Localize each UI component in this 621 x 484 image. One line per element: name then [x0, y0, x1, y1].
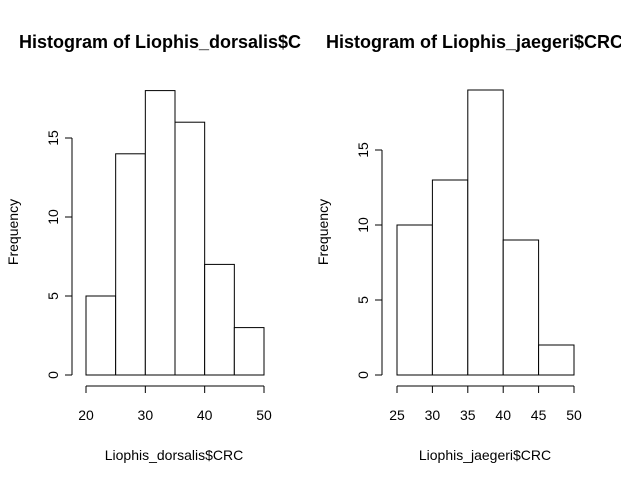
jaegeri-bar: [396, 224, 433, 376]
dorsalis-y-axis: 0 5 10 15: [45, 130, 73, 379]
dorsalis-bars: [85, 90, 265, 376]
jaegeri-bar: [538, 344, 575, 376]
jaegeri-x-tick-label: 30: [425, 407, 441, 423]
dorsalis-histogram-title: Histogram of Liophis_dorsalis$C: [19, 32, 301, 52]
dorsalis-bar: [204, 263, 235, 376]
jaegeri-bar: [502, 239, 540, 376]
dorsalis-y-axis-label: Frequency: [5, 199, 21, 265]
dorsalis-x-tick-label: 20: [78, 407, 94, 423]
jaegeri-y-axis-label: Frequency: [315, 199, 331, 265]
jaegeri-x-tick-label: 40: [495, 407, 511, 423]
dorsalis-bar: [144, 90, 176, 376]
dorsalis-x-axis-label: Liophis_dorsalis$CRC: [105, 447, 244, 463]
dorsalis-histogram-panel: Histogram of Liophis_dorsalis$C 20 30 40 50…: [5, 32, 301, 463]
jaegeri-x-axis-label: Liophis_jaegeri$CRC: [419, 447, 551, 463]
dorsalis-x-axis: 20 30 40 50: [78, 385, 272, 423]
jaegeri-x-tick-label: 45: [531, 407, 547, 423]
jaegeri-x-tick-label: 35: [460, 407, 476, 423]
jaegeri-x-axis: 25 30 35 40 45 50: [389, 385, 582, 423]
dorsalis-bar: [174, 121, 206, 376]
jaegeri-y-tick-label: 10: [355, 217, 371, 233]
dorsalis-bar: [233, 327, 265, 376]
dorsalis-y-tick-label: 15: [45, 130, 61, 146]
dorsalis-bar: [85, 295, 117, 376]
dorsalis-x-tick-label: 40: [197, 407, 213, 423]
dorsalis-y-tick-label: 0: [45, 371, 61, 379]
jaegeri-bars: [396, 89, 575, 376]
dorsalis-y-tick-label: 10: [45, 209, 61, 225]
dorsalis-y-tick-label: 5: [45, 292, 61, 300]
jaegeri-x-tick-label: 25: [389, 407, 405, 423]
jaegeri-y-axis: 0 5 10 15: [355, 142, 383, 379]
jaegeri-histogram-panel: Histogram of Liophis_jaegeri$CRC 25 30 35 4…: [315, 32, 621, 463]
jaegeri-y-tick-label: 15: [355, 142, 371, 158]
dorsalis-x-tick-label: 50: [256, 407, 272, 423]
jaegeri-y-tick-label: 5: [355, 296, 371, 304]
jaegeri-histogram-title: Histogram of Liophis_jaegeri$CRC: [326, 32, 621, 52]
jaegeri-y-tick-label: 0: [355, 371, 371, 379]
dorsalis-x-tick-label: 30: [138, 407, 154, 423]
jaegeri-bar: [467, 89, 504, 376]
jaegeri-bar: [431, 179, 469, 376]
jaegeri-x-tick-label: 50: [566, 407, 582, 423]
dorsalis-bar: [115, 153, 146, 376]
